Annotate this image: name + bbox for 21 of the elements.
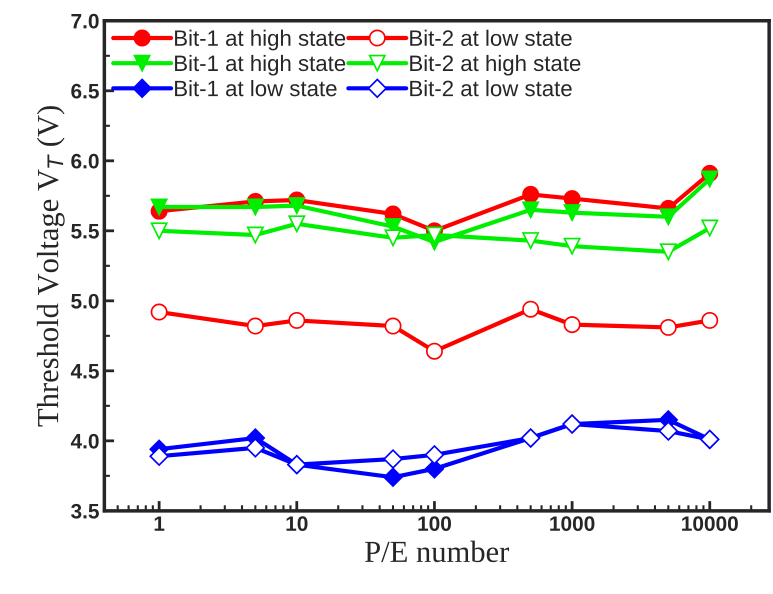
- y-tick-label: 3.5: [71, 504, 99, 519]
- legend-label: Bit-2 at high state: [410, 54, 580, 76]
- y-tick-label: 4.5: [70, 364, 99, 379]
- x-tick-label: 10000: [682, 516, 738, 532]
- y-tick-label: 6.5: [71, 84, 99, 99]
- legend-label: Bit-1 at high state: [175, 54, 346, 76]
- x-tick-label: 1000: [550, 516, 594, 532]
- y-tick-label: 7.0: [71, 14, 99, 29]
- y-tick-label: 5.0: [71, 294, 99, 309]
- legend-label: Bit-1 at high state: [175, 30, 346, 50]
- y-tick-label: 4.0: [70, 434, 99, 449]
- x-axis-title: P/E number: [365, 540, 510, 562]
- legend-label: Bit-1 at low state: [175, 80, 337, 96]
- x-tick-label: 100: [418, 516, 451, 532]
- y-tick-label: 5.5: [71, 224, 99, 239]
- y-axis-title: Threshold Voltage V$_{T}$ (V): [36, 106, 65, 426]
- y-tick-label: 6.0: [71, 154, 99, 169]
- x-tick-label: 10: [286, 516, 308, 532]
- legend-label: Bit-2 at low state: [410, 30, 572, 46]
- x-tick-label: 1: [154, 516, 164, 531]
- legend-label: Bit-2 at low state: [410, 80, 572, 96]
